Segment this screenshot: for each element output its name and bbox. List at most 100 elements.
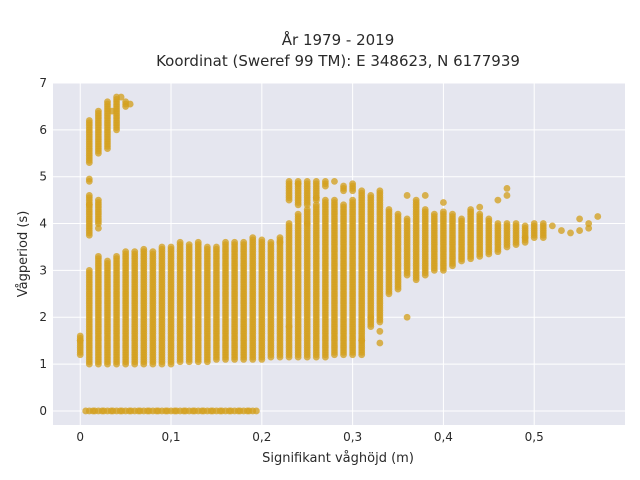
data-point: [494, 220, 502, 227]
x-tick-label: 0,3: [343, 430, 362, 444]
data-point: [185, 241, 193, 249]
data-point: [476, 203, 484, 211]
data-point: [358, 337, 366, 345]
data-point: [76, 332, 84, 340]
data-point: [494, 196, 502, 204]
data-point: [294, 180, 302, 188]
data-point: [585, 220, 593, 227]
data-point: [312, 177, 320, 185]
data-point: [548, 222, 556, 230]
data-point: [312, 201, 320, 209]
data-point: [449, 210, 456, 218]
data-point: [367, 192, 375, 199]
x-tick-label: 0,5: [525, 430, 544, 444]
data-point: [113, 252, 120, 260]
data-point: [85, 201, 93, 209]
data-point: [594, 213, 602, 220]
data-point: [331, 196, 338, 204]
data-point: [122, 248, 130, 256]
data-point: [104, 257, 111, 265]
data-point: [331, 177, 338, 185]
data-point: [403, 215, 411, 223]
data-point: [585, 224, 593, 232]
data-point: [249, 234, 257, 242]
y-tick-label: 3: [39, 263, 47, 277]
data-point: [117, 93, 125, 101]
scatter-points: [76, 93, 602, 415]
data-point: [240, 238, 248, 246]
data-point: [430, 210, 438, 218]
data-point: [131, 248, 139, 256]
data-point: [403, 192, 411, 199]
data-point: [458, 215, 465, 223]
data-point: [104, 98, 111, 106]
data-point: [303, 177, 311, 185]
data-point: [258, 236, 266, 244]
y-axis-label: Vågperiod (s): [16, 211, 31, 298]
data-point: [158, 243, 166, 251]
data-point: [376, 327, 384, 335]
data-point: [140, 245, 148, 253]
data-point: [294, 210, 302, 218]
data-point: [530, 220, 538, 227]
data-point: [403, 313, 411, 321]
x-tick-label: 0,2: [252, 430, 271, 444]
plot-area: [53, 83, 625, 425]
data-point: [108, 107, 116, 115]
data-point: [95, 196, 102, 204]
data-point: [167, 243, 175, 251]
data-point: [376, 339, 384, 347]
data-point: [367, 313, 375, 321]
data-point: [303, 220, 311, 227]
data-point: [85, 175, 93, 183]
data-point: [385, 206, 393, 213]
data-point: [349, 180, 357, 188]
data-point: [252, 407, 260, 415]
data-point: [440, 208, 447, 216]
data-point: [213, 243, 220, 251]
data-point: [440, 199, 447, 206]
data-point: [76, 337, 84, 345]
data-point: [95, 224, 102, 232]
data-point: [558, 227, 565, 234]
data-point: [503, 220, 511, 227]
data-point: [85, 117, 93, 124]
data-point: [126, 100, 134, 108]
data-point: [521, 234, 529, 242]
data-point: [231, 238, 238, 246]
x-tick-label: 0,4: [434, 430, 453, 444]
data-point: [467, 206, 475, 213]
data-point: [95, 252, 102, 260]
data-point: [194, 238, 202, 246]
data-point: [285, 323, 293, 331]
data-point: [503, 185, 511, 192]
x-tick-label: 0,1: [161, 430, 180, 444]
data-point: [85, 267, 93, 274]
data-point: [421, 206, 429, 213]
data-point: [512, 220, 520, 227]
data-point: [421, 192, 429, 199]
data-point: [222, 238, 229, 246]
data-point: [394, 210, 402, 218]
data-point: [303, 206, 311, 213]
y-tick-label: 2: [39, 310, 47, 324]
data-point: [176, 238, 184, 246]
data-point: [340, 201, 347, 209]
data-point: [358, 187, 366, 195]
data-point: [340, 182, 347, 190]
data-point: [476, 210, 484, 218]
y-tick-label: 4: [39, 217, 47, 231]
y-tick-label: 6: [39, 123, 47, 137]
data-point: [95, 107, 102, 115]
data-point: [267, 238, 275, 246]
data-point: [321, 196, 329, 204]
y-tick-label: 0: [39, 404, 47, 418]
chart-title-line-1: År 1979 - 2019: [282, 30, 395, 49]
data-point: [503, 192, 511, 199]
grid-lines: [53, 82, 625, 425]
data-point: [412, 196, 420, 204]
x-tick-label: 0: [76, 430, 84, 444]
x-axis-label: Signifikant våghöjd (m): [262, 451, 414, 466]
